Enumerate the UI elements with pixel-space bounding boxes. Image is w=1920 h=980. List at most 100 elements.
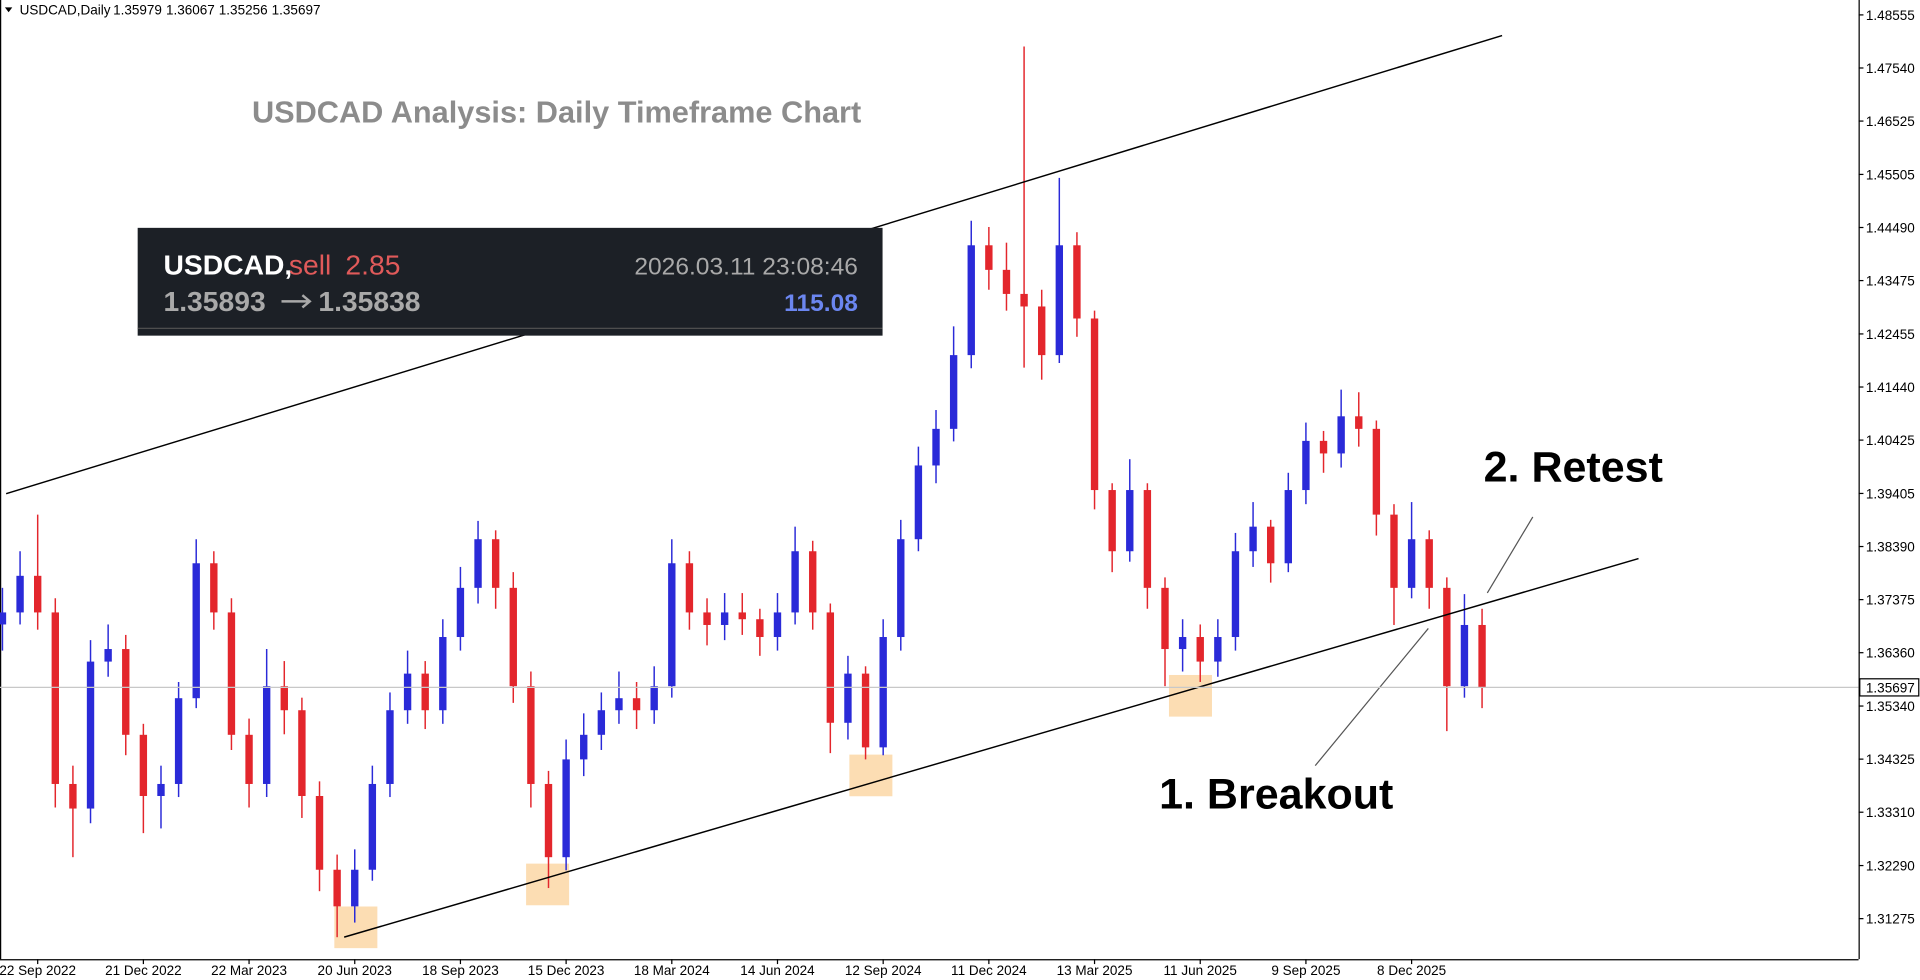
trade-volume: 2.85 [345, 248, 400, 280]
candle-body [474, 539, 482, 588]
last-price-box [1859, 678, 1920, 697]
x-tick-label: 14 Jun 2024 [740, 963, 815, 978]
candle-body [967, 245, 975, 356]
candle-body [844, 673, 852, 723]
candle-body [897, 539, 905, 638]
candle-body [456, 587, 465, 638]
chart-title: USDCAD Analysis: Daily Timeframe Chart [252, 96, 861, 130]
y-tick-label: 1.32290 [1866, 858, 1915, 873]
trade-box: USDCAD, sell 2.85 2026.03.11 23:08:46 1.… [137, 227, 883, 336]
x-tick-label: 18 Sep 2023 [422, 963, 499, 978]
pointer-line [1314, 628, 1429, 767]
trade-symbol: USDCAD, [163, 248, 292, 280]
x-tick-label: 22 Mar 2023 [211, 963, 287, 978]
y-tick-label: 1.42455 [1866, 327, 1915, 342]
candle-body [69, 783, 77, 809]
candle-body [210, 563, 218, 613]
candle-body [1108, 490, 1116, 552]
candle-body [0, 612, 7, 625]
candle-body [544, 783, 553, 858]
x-tick-label: 20 Jun 2023 [318, 963, 392, 978]
candles [0, 46, 1486, 938]
trade-time: 2026.03.11 23:08:46 [634, 253, 858, 280]
candle-body [1319, 440, 1328, 454]
trade-close-price: 1.35838 [318, 285, 420, 317]
candle-body [809, 551, 817, 613]
candle-body [879, 637, 887, 748]
candle-body [403, 673, 412, 711]
annotation: 2. Retest [1484, 443, 1663, 491]
candle-body [1267, 526, 1275, 564]
candle-body [580, 734, 588, 760]
y-tick-label: 1.36360 [1866, 646, 1915, 661]
candle-body [174, 698, 183, 784]
candle-body [86, 661, 95, 809]
candle-body [914, 465, 923, 540]
trade-open-price: 1.35893 [163, 285, 265, 317]
candle-body [1002, 269, 1011, 294]
header-low: 1.35256 [219, 3, 268, 18]
y-tick-label: 1.45505 [1866, 167, 1915, 182]
x-tick-label: 21 Dec 2022 [105, 963, 182, 978]
lower-channel-line [343, 557, 1639, 938]
candle-body [756, 619, 764, 638]
candle-body [632, 698, 641, 711]
y-tick-label: 1.35340 [1866, 699, 1915, 714]
y-tick-label: 1.38390 [1866, 539, 1915, 554]
candle-body [1425, 539, 1433, 588]
candle-body [985, 245, 993, 270]
candle-body [1196, 637, 1204, 662]
candle-body [703, 612, 711, 625]
candle-body [1337, 416, 1345, 454]
candle-body [280, 686, 288, 711]
y-tick-label: 1.43475 [1866, 274, 1915, 289]
candle-body [139, 734, 148, 797]
candle-body [509, 587, 517, 687]
candle-body [1390, 514, 1398, 588]
candle-body [368, 783, 377, 870]
trade-box-bg [137, 227, 883, 336]
candle-body [421, 673, 429, 711]
candle-body [1055, 245, 1064, 356]
candle-body [1478, 624, 1486, 688]
candle-body [932, 428, 940, 466]
x-tick-label: 18 Mar 2024 [634, 963, 710, 978]
candle-body [668, 563, 676, 687]
y-tick-label: 1.39405 [1866, 486, 1915, 501]
last-price-label: 1.35697 [1866, 680, 1915, 695]
candle-body [1284, 490, 1292, 564]
x-tick-label: 22 Sep 2022 [0, 963, 76, 978]
candle-body [1143, 490, 1152, 588]
candle-body [1090, 318, 1099, 491]
candle-body [1178, 637, 1187, 650]
candle-body [1249, 526, 1257, 552]
candle-body [720, 612, 729, 625]
y-tick-label: 1.40425 [1866, 433, 1915, 448]
y-tick-label: 1.44490 [1866, 220, 1915, 235]
candle-body [597, 710, 606, 735]
candle-body [1355, 416, 1363, 429]
x-tick-label: 9 Sep 2025 [1271, 963, 1340, 978]
candle-body [773, 612, 782, 638]
candle-body [1372, 428, 1381, 515]
candle-body [562, 759, 570, 858]
candle-body [262, 686, 271, 784]
candle-body [1443, 587, 1451, 687]
candle-body [333, 869, 341, 907]
x-tick-label: 15 Dec 2023 [528, 963, 605, 978]
highlight [849, 754, 893, 797]
candle-body [685, 563, 694, 613]
candle-body [315, 796, 324, 870]
candle-body [1407, 539, 1416, 588]
y-tick-label: 1.46525 [1866, 114, 1915, 129]
highlight-boxes [334, 674, 1212, 949]
trade-side: sell [289, 248, 331, 280]
y-tick-label: 1.31275 [1866, 912, 1915, 927]
x-tick-label: 13 Mar 2025 [1057, 963, 1133, 978]
pointer-line [1486, 516, 1534, 594]
header-open: 1.35979 [113, 3, 162, 18]
menu-arrow[interactable] [4, 7, 13, 13]
candle-body [738, 612, 746, 620]
candle-body [16, 575, 24, 613]
